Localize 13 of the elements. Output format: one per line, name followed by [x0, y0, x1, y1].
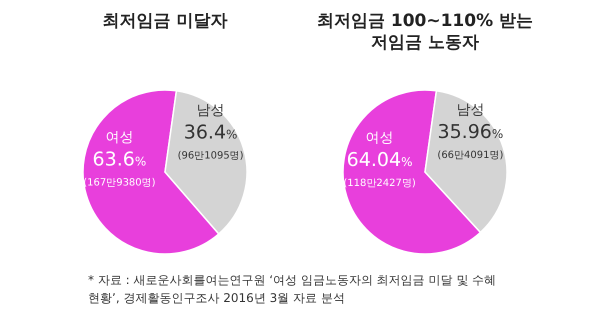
data-label: 35.96%: [438, 120, 504, 143]
text: (96만1095명): [178, 150, 244, 162]
chart-title: 최저임금 미달자: [102, 11, 228, 31]
text: (66만4091명): [437, 150, 504, 161]
slice-label: 여성: [366, 130, 394, 146]
text: * 자료 : 새로운사회를여는연구원 ‘여성 임금노동자의 최저임금 미달 및 수혜 현황’, 경제활동인구조사 2016년 3월 자료 분석: [88, 273, 496, 305]
data-label: 64.04%: [346, 149, 412, 172]
chart-title: 최저임금 100~110% 받는 저임금 노동자: [316, 11, 534, 52]
slice-label: 여성: [105, 129, 134, 146]
slice-label: 남성: [456, 102, 484, 118]
data-label: 63.6%: [92, 148, 146, 170]
slice-label: 남성: [196, 102, 225, 119]
data-label: 36.4%: [184, 122, 238, 144]
